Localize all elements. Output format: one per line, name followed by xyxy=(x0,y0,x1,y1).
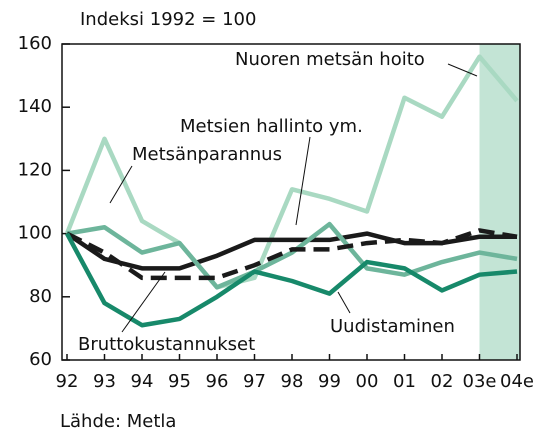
series-line xyxy=(66,221,518,290)
y-tick-label: 80 xyxy=(29,286,52,307)
x-tick-label: 01 xyxy=(393,371,416,392)
x-tick-label: 93 xyxy=(93,371,116,392)
x-tick-label: 03e xyxy=(463,371,497,392)
series-label: Nuoren metsän hoito xyxy=(235,49,425,70)
x-tick-label: 97 xyxy=(243,371,266,392)
x-tick-label: 94 xyxy=(131,371,154,392)
y-tick-label: 160 xyxy=(18,33,52,54)
chart-title: Indeksi 1992 = 100 xyxy=(80,9,256,30)
source: Lähde: Metla xyxy=(60,411,176,432)
x-tick-label: 99 xyxy=(318,371,341,392)
series-label: Metsien hallinto ym. xyxy=(180,116,363,137)
series-line xyxy=(64,54,519,290)
series-label: Uudistaminen xyxy=(330,316,455,337)
series-line xyxy=(65,232,518,328)
y-tick-label: 60 xyxy=(29,349,52,370)
x-tick-label: 02 xyxy=(431,371,454,392)
y-tick-label: 140 xyxy=(18,96,52,117)
x-tick-label: 00 xyxy=(356,371,379,392)
series-label: Bruttokustannukset xyxy=(78,334,255,355)
leader-line xyxy=(121,271,166,333)
y-tick-label: 100 xyxy=(18,223,52,244)
x-tick-label: 96 xyxy=(206,371,229,392)
leader-line xyxy=(109,165,133,204)
leader-line xyxy=(447,63,478,77)
series-label: Metsänparannus xyxy=(132,144,282,165)
plot-frame xyxy=(61,43,521,361)
leader-line xyxy=(337,291,351,314)
x-tick-label: 92 xyxy=(56,371,79,392)
x-tick-label: 04e xyxy=(500,371,534,392)
forecast-band xyxy=(479,44,520,360)
series-line xyxy=(65,228,518,281)
x-tick-label: 95 xyxy=(168,371,191,392)
leader-line xyxy=(295,136,311,226)
y-tick-label: 120 xyxy=(18,159,52,180)
x-tick-label: 98 xyxy=(281,371,304,392)
